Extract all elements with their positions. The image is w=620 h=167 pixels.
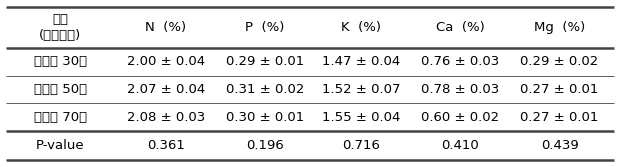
Text: 1.52 ± 0.07: 1.52 ± 0.07 (322, 83, 401, 96)
Text: 0.31 ± 0.02: 0.31 ± 0.02 (226, 83, 304, 96)
Text: K  (%): K (%) (341, 21, 381, 34)
Text: P  (%): P (%) (246, 21, 285, 34)
Text: Ca  (%): Ca (%) (436, 21, 485, 34)
Text: 0.29 ± 0.01: 0.29 ± 0.01 (226, 55, 304, 68)
Text: 0.361: 0.361 (147, 139, 185, 152)
Text: 0.27 ± 0.01: 0.27 ± 0.01 (520, 111, 599, 124)
Text: 0.196: 0.196 (246, 139, 284, 152)
Text: 0.27 ± 0.01: 0.27 ± 0.01 (520, 83, 599, 96)
Text: 0.716: 0.716 (342, 139, 380, 152)
Text: 1.47 ± 0.04: 1.47 ± 0.04 (322, 55, 401, 68)
Text: 0.29 ± 0.02: 0.29 ± 0.02 (520, 55, 599, 68)
Text: 0.30 ± 0.01: 0.30 ± 0.01 (226, 111, 304, 124)
Text: 만개후 50일: 만개후 50일 (34, 83, 87, 96)
Text: 만개후 30일: 만개후 30일 (34, 55, 87, 68)
Text: 0.439: 0.439 (541, 139, 578, 152)
Text: 0.76 ± 0.03: 0.76 ± 0.03 (421, 55, 500, 68)
Text: 2.07 ± 0.04: 2.07 ± 0.04 (126, 83, 205, 96)
Text: Mg  (%): Mg (%) (534, 21, 585, 34)
Text: 0.410: 0.410 (441, 139, 479, 152)
Text: 2.08 ± 0.03: 2.08 ± 0.03 (126, 111, 205, 124)
Text: 만개후 70일: 만개후 70일 (34, 111, 87, 124)
Text: P-value: P-value (36, 139, 85, 152)
Text: 처리
(적과시기): 처리 (적과시기) (39, 13, 82, 42)
Text: 1.55 ± 0.04: 1.55 ± 0.04 (322, 111, 401, 124)
Text: 0.60 ± 0.02: 0.60 ± 0.02 (421, 111, 500, 124)
Text: 0.78 ± 0.03: 0.78 ± 0.03 (421, 83, 500, 96)
Text: N  (%): N (%) (145, 21, 187, 34)
Text: 2.00 ± 0.04: 2.00 ± 0.04 (126, 55, 205, 68)
